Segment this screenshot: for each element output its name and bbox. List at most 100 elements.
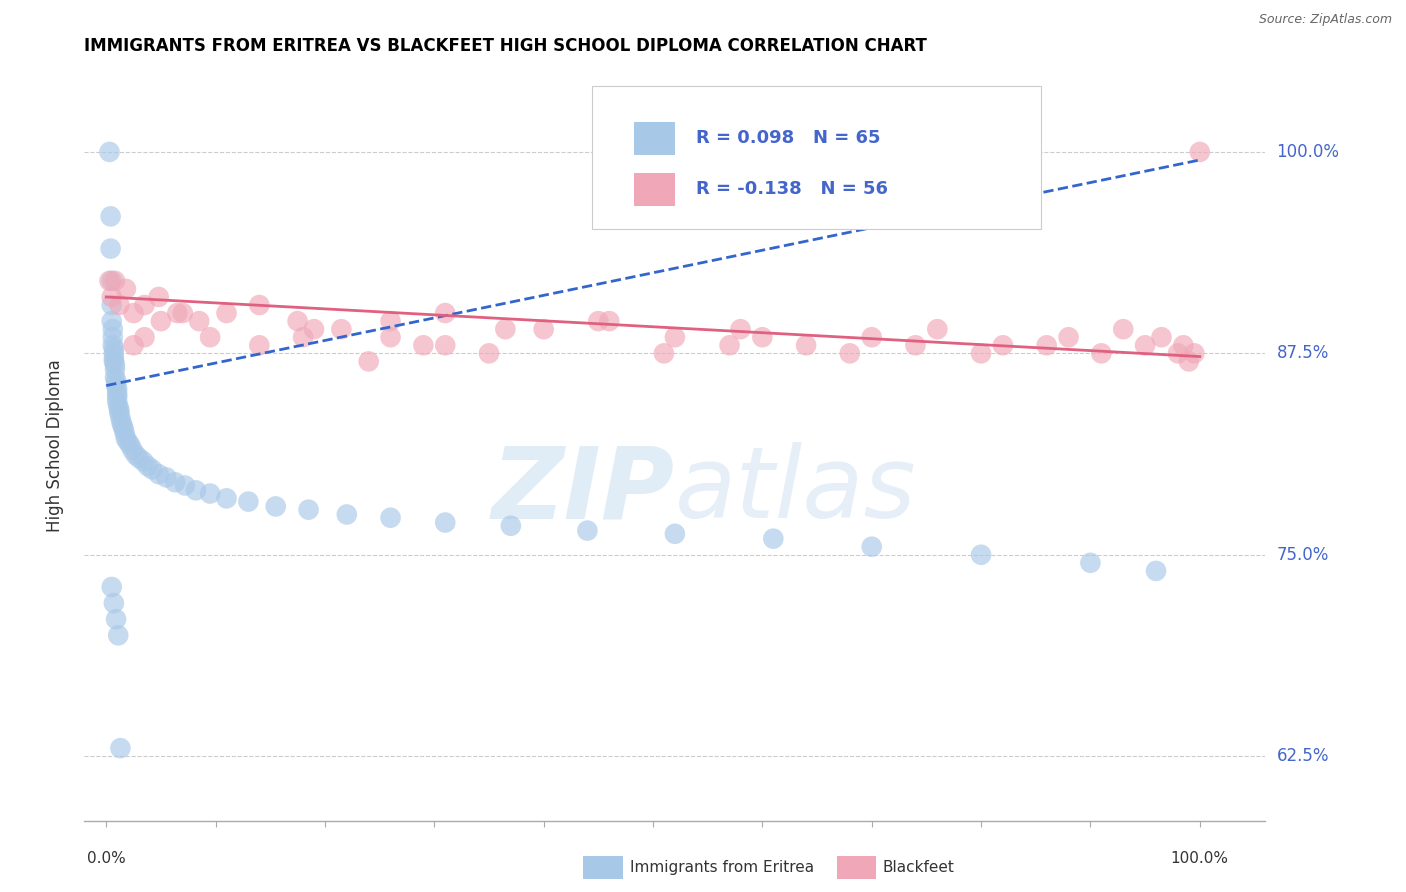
Point xyxy=(103,342,125,356)
Point xyxy=(117,434,139,449)
Point xyxy=(1090,346,1112,360)
Point xyxy=(100,210,122,224)
Point xyxy=(247,338,270,352)
Point xyxy=(1133,338,1156,352)
Point xyxy=(112,422,135,436)
Point xyxy=(330,322,353,336)
Point xyxy=(1144,564,1167,578)
Point xyxy=(357,354,380,368)
Point xyxy=(107,400,129,414)
Point xyxy=(927,322,949,336)
Point xyxy=(380,510,402,524)
Point xyxy=(166,306,188,320)
Point xyxy=(172,306,194,320)
Point xyxy=(434,516,457,530)
Point xyxy=(100,580,122,594)
Point xyxy=(105,390,128,404)
Point xyxy=(730,322,752,336)
Point xyxy=(860,330,883,344)
Point xyxy=(302,322,325,336)
Point xyxy=(134,330,156,344)
Point xyxy=(247,298,270,312)
Point xyxy=(155,470,177,484)
Point xyxy=(104,274,127,288)
Point xyxy=(136,459,159,474)
Point xyxy=(970,548,993,562)
Point xyxy=(598,314,620,328)
Point xyxy=(1035,338,1057,352)
Point xyxy=(1057,330,1080,344)
Point xyxy=(105,374,128,388)
Text: 87.5%: 87.5% xyxy=(1277,344,1329,362)
Point xyxy=(122,338,145,352)
Point xyxy=(652,346,675,360)
Point xyxy=(103,596,125,610)
Point xyxy=(104,370,127,384)
Point xyxy=(174,478,197,492)
Point xyxy=(904,338,927,352)
Point xyxy=(100,274,122,288)
Point xyxy=(98,145,121,159)
Text: 75.0%: 75.0% xyxy=(1277,546,1329,564)
Point xyxy=(105,386,128,401)
Point xyxy=(287,314,309,328)
Point xyxy=(108,402,131,417)
Point xyxy=(588,314,610,328)
Point xyxy=(103,351,125,366)
Point xyxy=(110,410,132,425)
Point xyxy=(101,322,124,336)
Point xyxy=(148,467,170,482)
Point xyxy=(380,330,402,344)
Text: 0.0%: 0.0% xyxy=(87,851,125,866)
Point xyxy=(115,432,138,446)
Text: 100.0%: 100.0% xyxy=(1171,851,1229,866)
Point xyxy=(297,502,319,516)
Point xyxy=(664,330,686,344)
Point xyxy=(494,322,516,336)
Text: 100.0%: 100.0% xyxy=(1277,143,1340,161)
Point xyxy=(110,741,132,756)
Point xyxy=(215,306,238,320)
Point xyxy=(149,314,172,328)
Point xyxy=(103,346,125,360)
Point xyxy=(111,418,134,433)
FancyBboxPatch shape xyxy=(634,121,675,155)
Point xyxy=(412,338,434,352)
Point xyxy=(103,354,125,368)
Point xyxy=(215,491,238,506)
Text: Source: ZipAtlas.com: Source: ZipAtlas.com xyxy=(1258,13,1392,27)
Point xyxy=(128,451,150,466)
Point xyxy=(1150,330,1173,344)
Point xyxy=(434,338,457,352)
Point xyxy=(1173,338,1195,352)
Point xyxy=(105,378,128,392)
Text: Blackfeet: Blackfeet xyxy=(883,860,955,874)
Point xyxy=(1178,354,1201,368)
Point xyxy=(238,494,260,508)
Point xyxy=(100,290,122,304)
Text: atlas: atlas xyxy=(675,442,917,540)
Point xyxy=(198,486,221,500)
Text: IMMIGRANTS FROM ERITREA VS BLACKFEET HIGH SCHOOL DIPLOMA CORRELATION CHART: IMMIGRANTS FROM ERITREA VS BLACKFEET HIG… xyxy=(84,37,927,54)
Point xyxy=(664,526,686,541)
Point xyxy=(198,330,221,344)
Point xyxy=(1188,145,1211,159)
Point xyxy=(860,540,883,554)
Point xyxy=(101,330,124,344)
Point xyxy=(188,314,211,328)
Point xyxy=(100,242,122,256)
Point xyxy=(264,500,287,514)
Point xyxy=(107,628,129,642)
Point xyxy=(104,362,127,376)
Point xyxy=(1182,346,1205,360)
Point xyxy=(991,338,1014,352)
Point xyxy=(105,394,128,409)
Point xyxy=(478,346,501,360)
Point xyxy=(141,462,163,476)
Point xyxy=(125,448,148,462)
Point xyxy=(120,438,142,452)
Point xyxy=(184,483,207,498)
Point xyxy=(101,338,124,352)
Text: 62.5%: 62.5% xyxy=(1277,747,1329,765)
FancyBboxPatch shape xyxy=(592,87,1040,228)
